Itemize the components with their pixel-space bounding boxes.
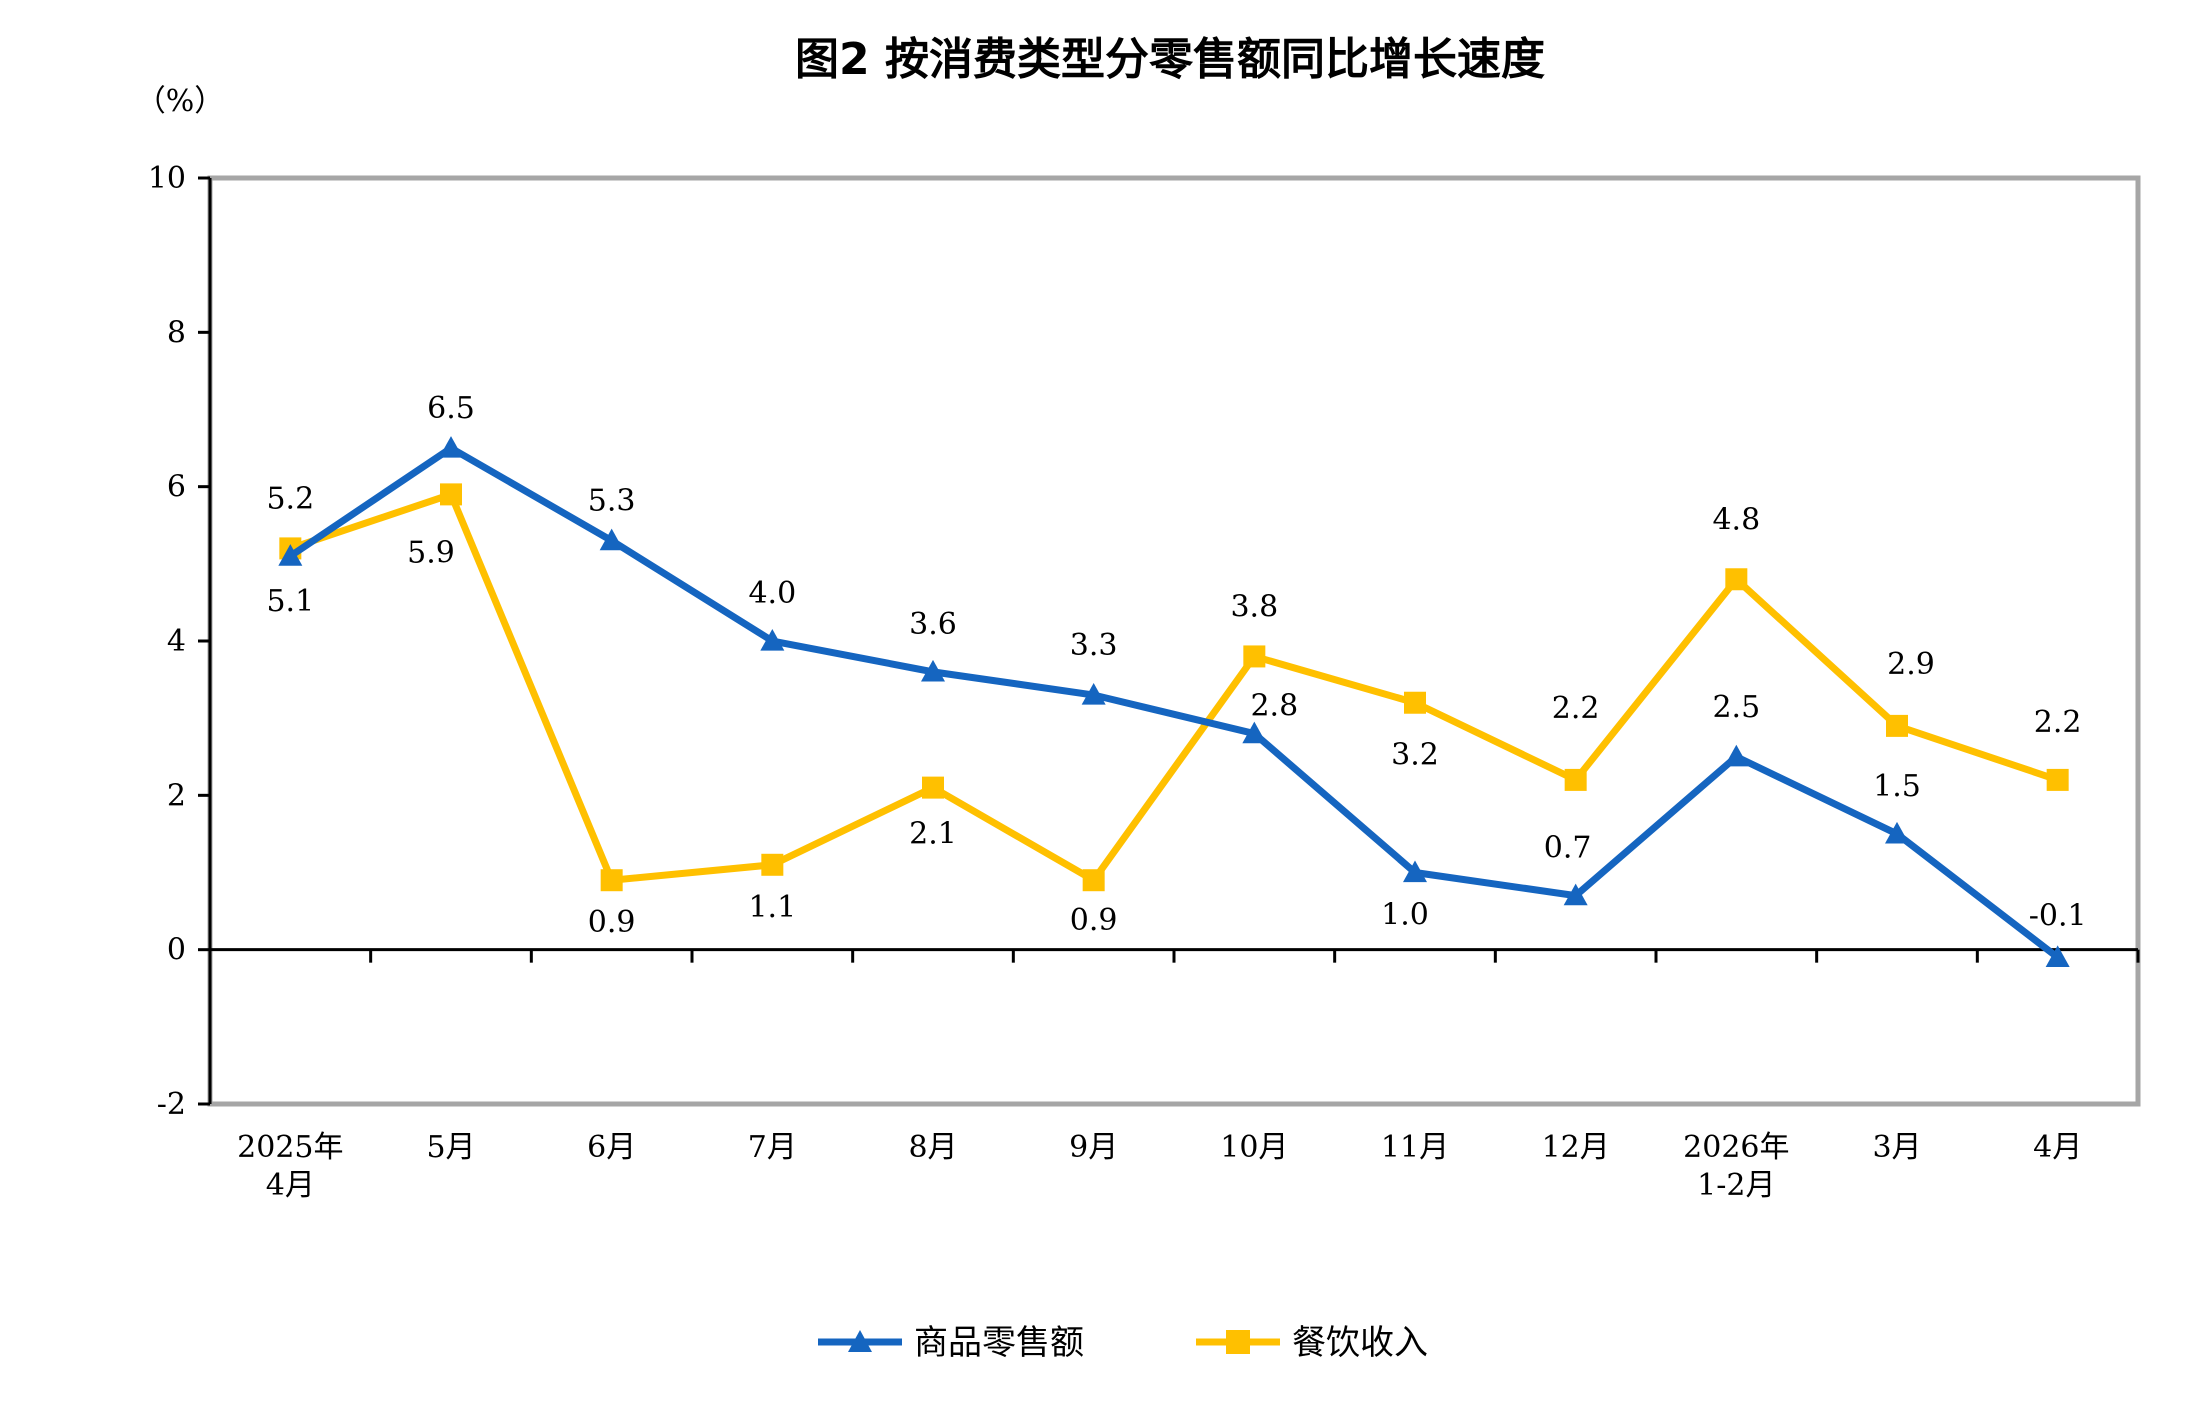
legend-label: 商品零售额	[914, 1323, 1084, 1363]
legend-item-catering: 餐饮收入	[1196, 1323, 1428, 1363]
square-marker	[1226, 1330, 1250, 1354]
y-axis-unit-label: （%）	[136, 84, 225, 119]
triangle-marker	[2045, 945, 2070, 967]
x-tick-label: 4月	[2033, 1130, 2082, 1165]
triangle-marker	[278, 544, 303, 566]
square-marker	[2046, 768, 2069, 791]
triangle-marker	[848, 1330, 872, 1352]
series-line	[289, 490, 2059, 885]
x-tick-label: 10月	[1220, 1130, 1288, 1165]
data-label: -0.1	[2029, 898, 2087, 933]
x-tick-label: 7月	[748, 1130, 797, 1165]
data-label: 2.9	[1887, 647, 1935, 682]
x-tick-label: 5月	[426, 1130, 475, 1165]
data-label: 2.8	[1250, 689, 1298, 724]
square-marker	[1243, 645, 1266, 668]
data-label: 5.3	[588, 484, 636, 519]
square-marker	[761, 853, 784, 876]
y-tick-label: 10	[148, 161, 186, 196]
triangle-marker	[1724, 744, 1749, 767]
square-marker	[600, 869, 623, 892]
triangle-marker	[921, 659, 945, 682]
data-label: 6.5	[427, 391, 475, 426]
triangle-marker	[1081, 683, 1106, 705]
data-label: 2.1	[909, 817, 957, 852]
x-tick-label: 2026年	[1683, 1130, 1789, 1165]
square-marker	[922, 776, 944, 799]
triangle-marker	[1885, 821, 1909, 844]
data-label: 2.5	[1712, 690, 1760, 725]
data-label: 4.8	[1712, 502, 1760, 537]
series-line	[288, 443, 2060, 961]
triangle-marker	[599, 528, 624, 551]
data-label: 4.0	[748, 576, 796, 611]
x-tick-label: 4月	[266, 1168, 315, 1203]
data-label: 2.2	[1552, 691, 1600, 726]
data-label: 0.7	[1544, 831, 1592, 866]
square-marker	[1725, 568, 1748, 591]
x-tick-label: 8月	[908, 1130, 957, 1165]
triangle-marker	[1242, 721, 1267, 744]
triangle-marker	[439, 436, 463, 458]
x-tick-label: 2025年	[237, 1130, 343, 1165]
x-tick-label: 3月	[1872, 1130, 1921, 1165]
data-label: 3.3	[1070, 628, 1118, 663]
triangle-marker	[1403, 860, 1427, 883]
data-label: 5.1	[266, 584, 314, 619]
y-tick-label: 8	[167, 315, 186, 350]
data-label: 5.9	[407, 535, 455, 570]
square-marker	[1564, 768, 1587, 791]
data-label: 3.6	[909, 607, 957, 642]
triangle-marker	[760, 629, 785, 651]
x-tick-label: 9月	[1069, 1130, 1118, 1165]
y-tick-label: 0	[167, 933, 186, 968]
x-tick-label: 11月	[1381, 1130, 1449, 1165]
x-tick-label: 12月	[1542, 1130, 1610, 1165]
y-tick-label: 4	[167, 624, 186, 659]
triangle-marker	[1563, 883, 1588, 906]
legend-item-retail-goods: 商品零售额	[818, 1323, 1084, 1363]
square-marker	[1082, 869, 1105, 892]
x-tick-label: 1-2月	[1697, 1168, 1775, 1203]
x-tick-label: 6月	[587, 1130, 636, 1165]
data-label: 5.2	[266, 481, 314, 516]
data-label: 1.0	[1381, 898, 1429, 933]
chart-title: 图2 按消费类型分零售额同比增长速度	[795, 34, 1545, 85]
square-marker	[440, 483, 462, 506]
y-tick-label: 2	[167, 778, 186, 813]
series-catering: 5.2 5.9 0.9 1.1 2.1 0.9 3.8 3.2 2.2 4.8 2.9 2.2	[266, 481, 2081, 940]
data-label: 3.8	[1230, 589, 1278, 624]
plot-frame	[207, 175, 2141, 1107]
data-label: 1.1	[748, 890, 796, 925]
data-label: 0.9	[588, 905, 636, 940]
data-label: 3.2	[1391, 738, 1439, 773]
y-tick-label: 6	[167, 470, 186, 505]
y-tick-label: -2	[157, 1087, 186, 1122]
data-label: 0.9	[1070, 903, 1118, 938]
legend-label: 餐饮收入	[1292, 1323, 1428, 1363]
square-marker	[1404, 691, 1426, 714]
data-label: 2.2	[2034, 705, 2082, 740]
series-retail-goods: 5.1 6.5 5.3 4.0 3.6 3.3 2.8 1.0 0.7 2.5 1.5 -0.1	[266, 391, 2087, 967]
square-marker	[1886, 714, 1908, 737]
data-label: 1.5	[1873, 769, 1921, 804]
legend: 商品零售额 餐饮收入	[818, 1323, 1428, 1363]
